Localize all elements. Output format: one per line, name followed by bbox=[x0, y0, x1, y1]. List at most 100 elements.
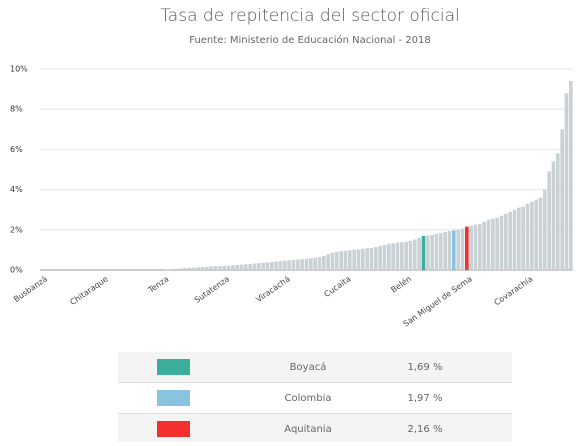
bar bbox=[304, 258, 309, 270]
bar bbox=[495, 217, 499, 270]
legend-name: Boyacá bbox=[290, 361, 327, 373]
bar bbox=[521, 206, 525, 270]
bar bbox=[478, 223, 482, 270]
bar bbox=[443, 231, 447, 270]
legend-swatch bbox=[157, 390, 190, 406]
x-tick-label: Belén bbox=[389, 273, 413, 294]
legend-value: 1,69 % bbox=[408, 362, 443, 373]
bar bbox=[538, 197, 543, 270]
y-tick-label: 8% bbox=[10, 105, 23, 114]
bar bbox=[543, 189, 547, 270]
bar bbox=[465, 226, 469, 270]
legend-value: 1,97 % bbox=[408, 393, 443, 404]
bar bbox=[421, 236, 426, 270]
x-tick-label: Cucaita bbox=[322, 274, 352, 299]
bar bbox=[309, 258, 313, 270]
bar bbox=[313, 257, 317, 270]
bar bbox=[187, 267, 192, 270]
bar bbox=[512, 209, 517, 270]
bar bbox=[235, 264, 239, 270]
x-tick-label: San Miguel de Sema bbox=[402, 274, 474, 328]
bar bbox=[339, 251, 343, 270]
bar bbox=[460, 228, 465, 270]
bar bbox=[296, 259, 300, 270]
bar bbox=[482, 221, 486, 270]
bar bbox=[261, 262, 265, 270]
bar bbox=[391, 243, 395, 270]
bar bbox=[387, 243, 391, 270]
bar bbox=[369, 247, 374, 270]
bar bbox=[439, 232, 443, 270]
bar bbox=[530, 201, 534, 270]
legend-value: 2,16 % bbox=[408, 424, 443, 435]
bar bbox=[326, 254, 330, 270]
x-tick-label: Viracachá bbox=[254, 274, 292, 304]
x-tick-label: Chitaraque bbox=[68, 274, 109, 307]
bar bbox=[283, 260, 287, 270]
bar bbox=[508, 211, 512, 270]
bar bbox=[499, 215, 504, 270]
legend-swatch bbox=[157, 359, 190, 375]
bar bbox=[417, 237, 421, 270]
bar bbox=[239, 264, 244, 270]
bar bbox=[434, 233, 439, 270]
bar bbox=[352, 249, 356, 270]
bar bbox=[192, 267, 196, 270]
legend-name: Colombia bbox=[285, 393, 332, 404]
bar bbox=[404, 241, 408, 270]
chart-title: Tasa de repitencia del sector oficial bbox=[160, 6, 460, 26]
bar bbox=[170, 268, 174, 270]
bar bbox=[291, 259, 296, 270]
bar bbox=[504, 213, 508, 270]
bar bbox=[265, 262, 270, 270]
x-tick-label: Sutatenza bbox=[193, 274, 231, 305]
bar bbox=[556, 153, 560, 270]
bar bbox=[400, 242, 404, 270]
bar bbox=[218, 265, 222, 270]
bar bbox=[452, 230, 456, 270]
bar bbox=[348, 250, 352, 270]
legend-name: Aquitania bbox=[284, 424, 331, 435]
bar bbox=[456, 229, 460, 270]
bar bbox=[196, 267, 200, 270]
bar bbox=[413, 239, 417, 270]
bar bbox=[213, 266, 218, 270]
bar bbox=[317, 257, 322, 270]
bar bbox=[252, 263, 257, 270]
bar bbox=[330, 252, 335, 270]
bar bbox=[226, 265, 231, 270]
bar bbox=[378, 245, 382, 270]
bar bbox=[205, 266, 209, 270]
bar bbox=[491, 218, 495, 270]
bar bbox=[222, 265, 226, 270]
bar bbox=[534, 199, 538, 270]
y-tick-label: 0% bbox=[10, 266, 23, 275]
bar bbox=[244, 264, 248, 270]
bar bbox=[278, 261, 283, 270]
bar bbox=[356, 249, 361, 270]
legend-swatch bbox=[157, 421, 190, 437]
bar bbox=[382, 244, 387, 270]
bar bbox=[343, 250, 348, 270]
bar bbox=[231, 265, 235, 270]
bar bbox=[183, 267, 187, 270]
bar bbox=[569, 81, 573, 270]
chart-subtitle: Fuente: Ministerio de Educación Nacional… bbox=[189, 34, 431, 46]
y-tick-label: 2% bbox=[10, 225, 23, 234]
bar bbox=[525, 203, 530, 270]
x-tick-label: Covarachía bbox=[492, 274, 534, 307]
bar bbox=[517, 207, 521, 270]
bar bbox=[473, 224, 478, 270]
y-tick-label: 10% bbox=[10, 65, 28, 74]
bar bbox=[560, 129, 564, 270]
bar bbox=[274, 261, 278, 270]
bar bbox=[408, 240, 413, 270]
bar bbox=[287, 260, 291, 270]
bar bbox=[486, 219, 491, 270]
bar bbox=[209, 266, 213, 270]
bar bbox=[551, 161, 556, 270]
bar bbox=[174, 268, 179, 270]
bar bbox=[300, 259, 304, 270]
bar bbox=[395, 242, 400, 270]
